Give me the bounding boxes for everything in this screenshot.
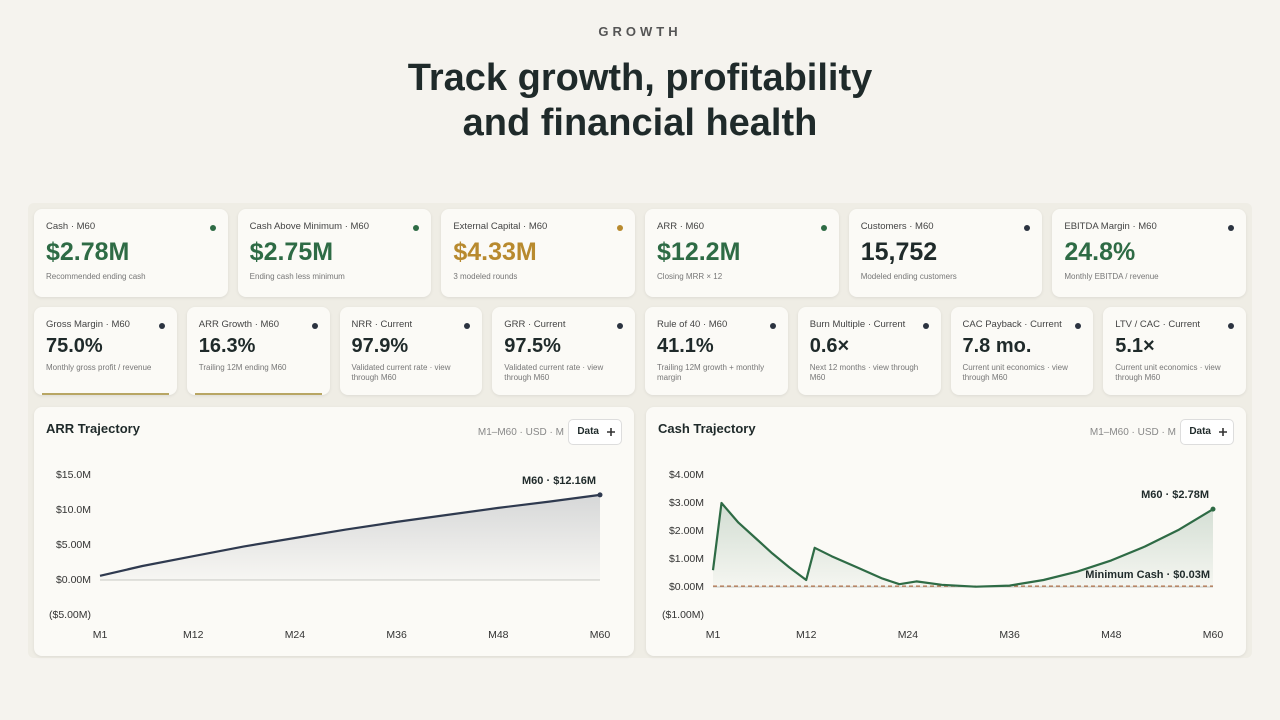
kpi-note: Trailing 12M ending M60 — [198, 363, 287, 372]
kpi-note: 3 modeled rounds — [453, 272, 518, 281]
kpi-note: Ending cash less minimum — [249, 272, 345, 281]
kpi-value: 97.9% — [351, 335, 409, 357]
kpi-label: ARR Growth · M60 — [198, 319, 279, 330]
status-dot — [464, 323, 471, 329]
kpi-note: Modeled ending customers — [860, 272, 957, 281]
kpi-label: GRR · Current — [504, 319, 566, 330]
kpi-card: ARR Growth · M60 16.3% Trailing 12M ending… — [186, 307, 330, 395]
chart-panel: ARR Trajectory M1–M60 · USD · M Data — [34, 407, 634, 656]
kpi-card: CAC Payback · Current 7.8 mo. Current unit… — [950, 307, 1094, 395]
kpi-card: ARR · M60 $12.2M Closing MRR × 12 — [645, 209, 839, 297]
status-dot — [1228, 225, 1235, 231]
headline: Track growth, profitability and financia… — [0, 56, 1280, 146]
headline-line: and financial health — [462, 102, 818, 144]
eyebrow: GROWTH — [598, 24, 682, 39]
kpi-note: Monthly gross profit / revenue — [46, 363, 152, 372]
kpi-value: 16.3% — [198, 335, 256, 357]
kpi-note: Current unit economics · view through M6… — [962, 363, 1068, 382]
chart-subtitle: M1–M60 · USD · M — [477, 427, 564, 438]
kpi-label: Customers · M60 — [860, 221, 934, 232]
kpi-row: Gross Margin · M60 75.0% Monthly gross pro… — [34, 307, 1246, 395]
kpi-card: Cash · M60 $2.78M Recommended ending cash — [34, 209, 228, 297]
kpi-row: Cash · M60 $2.78M Recommended ending cash C… — [34, 209, 1247, 297]
chart-subtitle: M1–M60 · USD · M — [1089, 427, 1176, 438]
kpi-label: Cash · M60 — [46, 221, 96, 232]
status-dot — [1228, 323, 1234, 329]
kpi-note: Validated current rate · view through M6… — [504, 363, 604, 382]
kpi-label: Cash Above Minimum · M60 — [249, 221, 369, 232]
kpi-label: Rule of 40 · M60 — [657, 319, 728, 330]
kpi-value: 15,752 — [860, 238, 938, 266]
status-dot — [820, 225, 827, 231]
kpi-value: $2.75M — [249, 238, 334, 266]
kpi-card: EBITDA Margin · M60 24.8% Monthly EBITDA /… — [1052, 209, 1247, 297]
chart-panel: Cash Trajectory M1–M60 · USD · M Data — [646, 407, 1246, 656]
accent-bar — [42, 393, 169, 395]
kpi-value: 75.0% — [46, 335, 103, 357]
kpi-note: Validated current rate · view through M6… — [351, 363, 451, 382]
kpi-card: GRR · Current 97.5% Validated current rate… — [492, 307, 635, 395]
button-label: Data — [1189, 426, 1211, 437]
kpi-note: Trailing 12M growth + monthly margin — [657, 363, 765, 382]
status-dot — [617, 323, 623, 329]
kpi-value: 7.8 mo. — [962, 335, 1032, 357]
kpi-value: 97.5% — [504, 335, 561, 357]
status-dot — [158, 323, 165, 329]
status-dot — [209, 225, 216, 231]
kpi-value: $2.78M — [46, 238, 130, 266]
kpi-value: 5.1× — [1115, 335, 1155, 357]
status-dot — [413, 225, 420, 231]
accent-bar — [194, 393, 322, 395]
chart-title: Cash Trajectory — [658, 421, 756, 436]
kpi-value: 24.8% — [1064, 238, 1136, 266]
kpi-note: Monthly EBITDA / revenue — [1064, 272, 1159, 281]
kpi-card: NRR · Current 97.9% Validated current rate… — [339, 307, 483, 395]
kpi-label: ARR · M60 — [657, 221, 704, 232]
kpi-label: CAC Payback · Current — [962, 319, 1062, 330]
kpi-note: Next 12 months · view through M60 — [809, 363, 919, 382]
kpi-label: Gross Margin · M60 — [46, 319, 130, 330]
button-label: Data — [577, 426, 599, 437]
kpi-label: LTV / CAC · Current — [1115, 319, 1201, 330]
kpi-value: $4.33M — [453, 238, 537, 266]
kpi-note: Recommended ending cash — [46, 272, 146, 281]
kpi-label: External Capital · M60 — [453, 221, 548, 232]
kpi-card: Burn Multiple · Current 0.6× Next 12 month… — [797, 307, 941, 395]
status-dot — [769, 323, 776, 329]
kpi-value: 0.6× — [809, 335, 850, 357]
status-dot — [1075, 323, 1082, 329]
status-dot — [1024, 225, 1031, 231]
headline-line: Track growth, profitability — [407, 57, 873, 99]
kpi-card: LTV / CAC · Current 5.1× Current unit econ… — [1103, 307, 1246, 395]
status-dot — [617, 225, 624, 231]
chart-row: ARR Trajectory M1–M60 · USD · M Data Cas… — [34, 407, 1246, 656]
kpi-label: NRR · Current — [351, 319, 413, 330]
kpi-note: Closing MRR × 12 — [657, 272, 723, 281]
kpi-label: Burn Multiple · Current — [809, 319, 906, 330]
dashboard: Cash · M60 $2.78M Recommended ending cash C… — [28, 203, 1252, 658]
kpi-card: Customers · M60 15,752 Modeled ending cust… — [848, 209, 1043, 297]
plus-icon — [607, 428, 615, 436]
kpi-note: Current unit economics · view through M6… — [1115, 363, 1221, 382]
kpi-card: External Capital · M60 $4.33M 3 modeled ro… — [441, 209, 636, 297]
kpi-card: Cash Above Minimum · M60 $2.75M Ending cas… — [237, 209, 432, 297]
kpi-value: $12.2M — [657, 238, 741, 266]
kpi-value: 41.1% — [657, 335, 714, 357]
chart-title: ARR Trajectory — [46, 421, 140, 436]
kpi-card: Gross Margin · M60 75.0% Monthly gross pro… — [34, 307, 177, 395]
status-dot — [922, 323, 929, 329]
status-dot — [311, 323, 318, 329]
plus-icon — [1219, 428, 1227, 436]
data-button[interactable]: Data — [568, 419, 622, 445]
data-button[interactable]: Data — [1180, 419, 1234, 445]
kpi-label: EBITDA Margin · M60 — [1064, 221, 1157, 232]
kpi-card: Rule of 40 · M60 41.1% Trailing 12M growth… — [645, 307, 788, 395]
